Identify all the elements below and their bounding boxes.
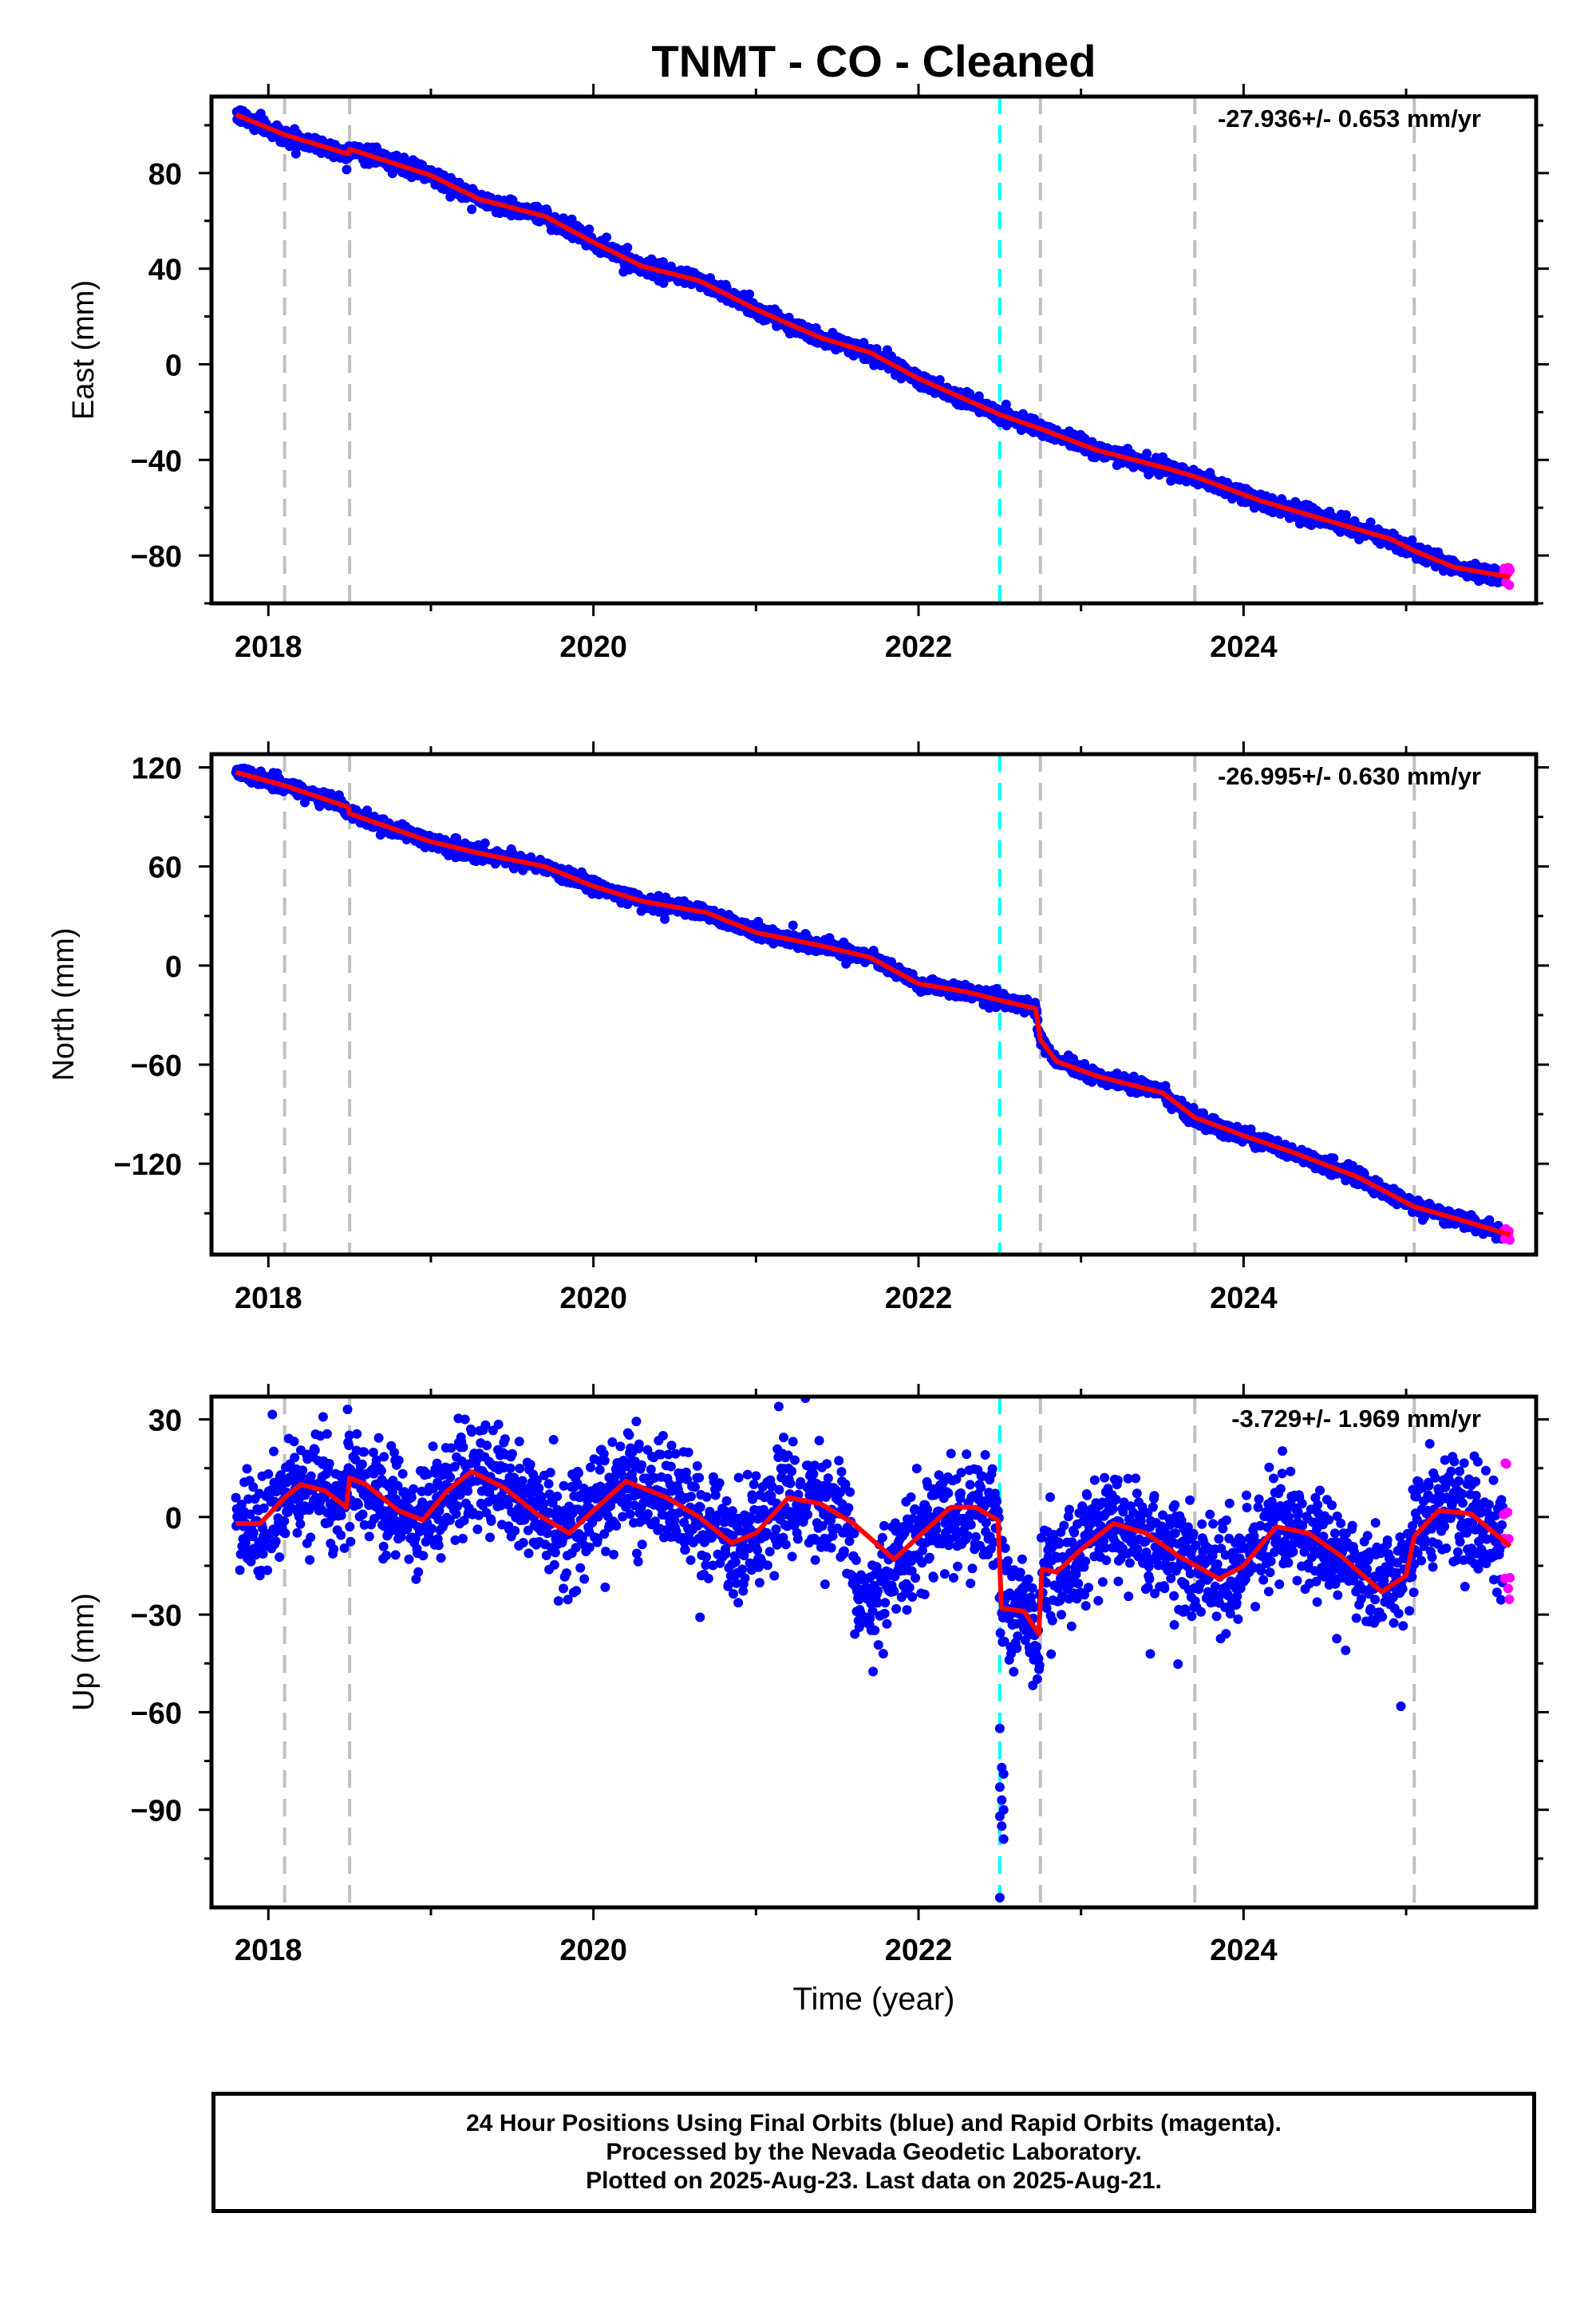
data-point bbox=[721, 282, 732, 292]
data-point bbox=[342, 164, 352, 175]
x-tick-label: 2024 bbox=[1210, 630, 1278, 664]
plot-frame-east bbox=[209, 94, 1539, 606]
x-tick-label: 2020 bbox=[559, 630, 627, 664]
data-point bbox=[1142, 449, 1152, 459]
data-point bbox=[1001, 399, 1011, 409]
data-point bbox=[467, 204, 477, 215]
data-point bbox=[745, 289, 755, 299]
y-axis-label-east: East (mm) bbox=[67, 280, 101, 420]
y-tick-label: −80 bbox=[131, 540, 182, 574]
data-point bbox=[992, 983, 1002, 994]
data-point bbox=[660, 914, 670, 924]
data-point bbox=[1365, 517, 1376, 528]
data-point bbox=[1504, 580, 1515, 591]
data-point bbox=[584, 224, 595, 235]
y-tick-label: 80 bbox=[148, 158, 182, 192]
x-tick-label: 2018 bbox=[235, 630, 302, 664]
x-tick-label: 2022 bbox=[885, 630, 953, 664]
plot-area-north bbox=[231, 754, 1515, 1255]
rate-annotation-east: -27.936+/- 0.653 mm/yr bbox=[1218, 105, 1481, 132]
final-orbit-points-north bbox=[231, 763, 1508, 1244]
data-point bbox=[622, 243, 633, 253]
data-point bbox=[788, 920, 798, 931]
y-tick-label: 40 bbox=[148, 254, 182, 287]
y-tick-label: 0 bbox=[165, 349, 182, 382]
data-point bbox=[480, 838, 490, 848]
y-tick-label: −40 bbox=[131, 445, 182, 478]
plot-area-east bbox=[231, 97, 1515, 603]
panel-east: 80 40 0 −40 −80 2018 2020 2022 2024 East (mm) -27.… bbox=[67, 84, 1549, 664]
model-fit-line-east bbox=[235, 112, 1511, 580]
data-point bbox=[602, 232, 612, 243]
data-point bbox=[1505, 565, 1515, 575]
data-point bbox=[934, 375, 945, 385]
